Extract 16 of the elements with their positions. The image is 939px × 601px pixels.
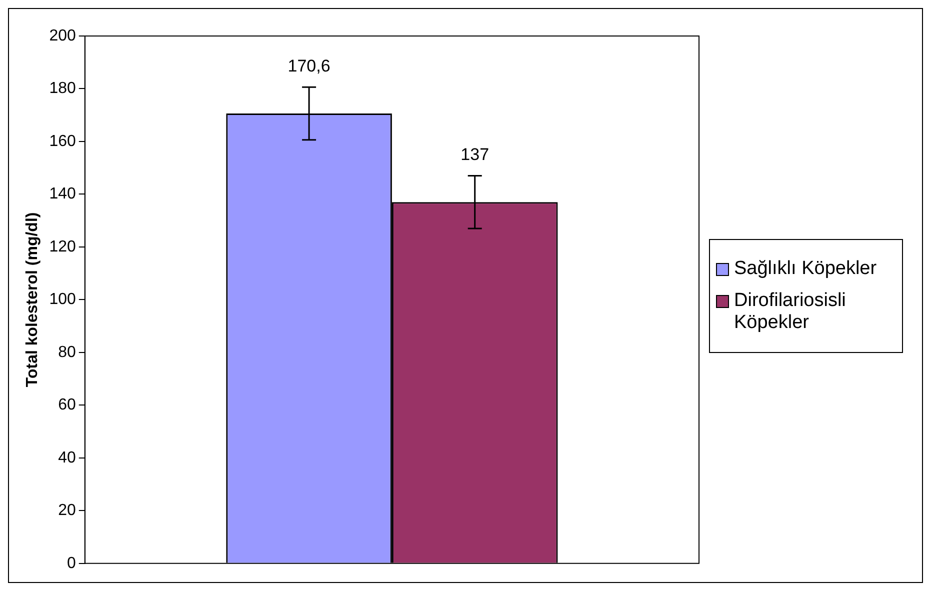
y-tick-label: 140 bbox=[49, 185, 76, 202]
legend-label: Sağlıklı Köpekler bbox=[734, 258, 877, 280]
data-label: 170,6 bbox=[288, 56, 330, 75]
data-label: 137 bbox=[460, 144, 490, 164]
y-tick-label: 100 bbox=[49, 290, 76, 308]
y-tick-label: 180 bbox=[49, 80, 76, 97]
y-tick-label: 80 bbox=[58, 343, 76, 360]
legend-label: Dirofilariosisli Köpekler bbox=[734, 290, 847, 334]
y-tick-label: 120 bbox=[49, 238, 76, 255]
y-tick-label: 200 bbox=[49, 26, 76, 44]
y-tick-label: 0 bbox=[66, 554, 76, 572]
y-tick-label: 60 bbox=[58, 396, 76, 414]
y-tick-label: 160 bbox=[49, 132, 76, 150]
y-tick-label: 40 bbox=[58, 448, 76, 466]
y-axis-title: Total kolesterol (mg/dl) bbox=[24, 212, 42, 387]
y-tick-label: 20 bbox=[58, 502, 76, 519]
